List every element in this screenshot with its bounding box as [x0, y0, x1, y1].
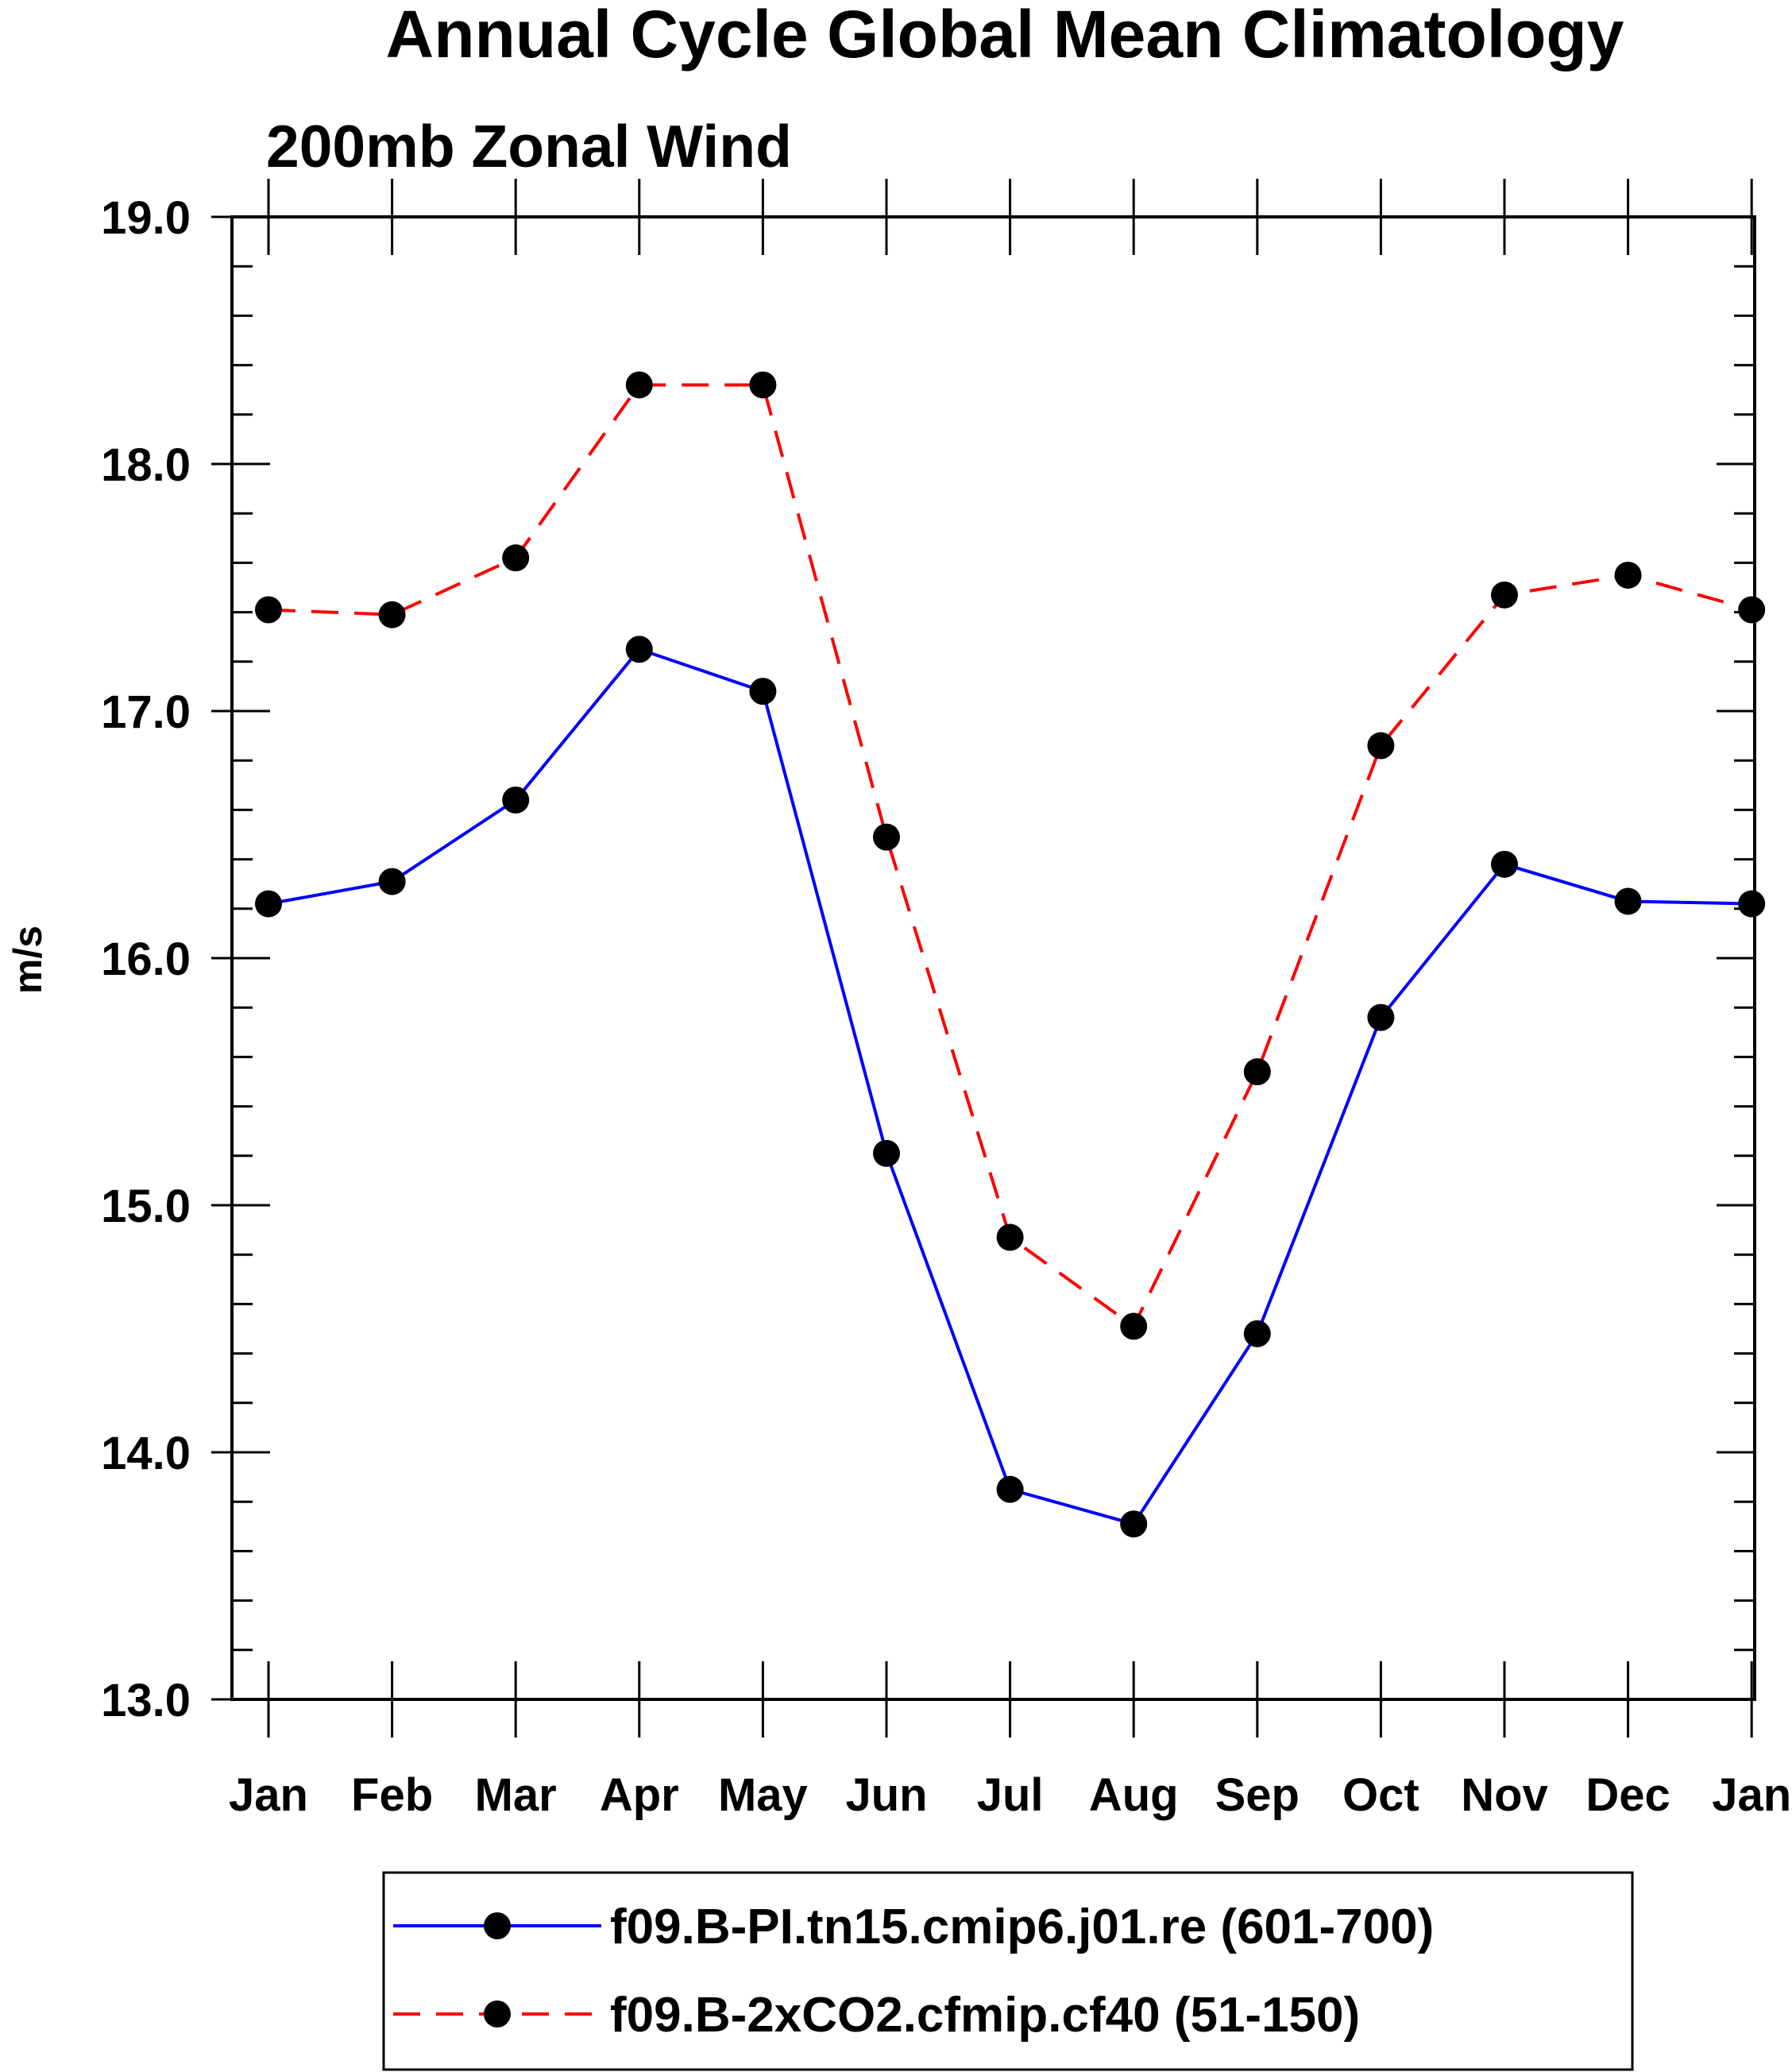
- x-tick-label: Jan: [229, 1769, 308, 1821]
- series-2-point: [1491, 581, 1518, 609]
- x-tick-label: Jan: [1712, 1769, 1791, 1821]
- series-2-point: [502, 544, 530, 572]
- legend-box: [382, 1871, 1634, 2071]
- series-2-point: [1243, 1058, 1271, 1086]
- series-1-point: [996, 1475, 1024, 1503]
- series-1-point: [1491, 850, 1518, 878]
- series-1-point: [1243, 1320, 1271, 1347]
- y-axis-label: m/s: [6, 926, 50, 994]
- y-tick-label: 14.0: [101, 1428, 191, 1479]
- series-2-point: [378, 601, 406, 628]
- legend-label-series-2: f09.B-2xCO2.cfmip.cf40 (51-150): [610, 1988, 1360, 2043]
- series-2-point: [1738, 596, 1766, 624]
- series-1-point: [378, 868, 406, 895]
- y-tick-label: 15.0: [101, 1181, 191, 1232]
- series-1-point: [1614, 887, 1642, 915]
- series-1-line: [268, 648, 1752, 1526]
- plot-frame: [230, 215, 1756, 1701]
- chart-subtitle: 200mb Zonal Wind: [266, 113, 792, 180]
- legend-label-series-1: f09.B-PI.tn15.cmip6.j01.re (601-700): [610, 1900, 1434, 1954]
- series-2-point: [749, 371, 777, 399]
- x-tick-label: Sep: [1215, 1769, 1300, 1821]
- y-tick-label: 19.0: [101, 192, 191, 244]
- series-1-point: [1738, 890, 1766, 918]
- x-tick-label: Jun: [845, 1769, 927, 1821]
- chart-title: Annual Cycle Global Mean Climatology: [386, 0, 1624, 72]
- x-tick-labels: Jan Feb Mar Apr May Jun Jul Aug Sep Oct Nov Dec Jan: [229, 1769, 1791, 1821]
- x-tick-label: Aug: [1089, 1769, 1179, 1821]
- series-1-point: [873, 1139, 900, 1167]
- series-1-point: [502, 786, 530, 814]
- x-tick-label: Dec: [1585, 1769, 1670, 1821]
- x-tick-label: Nov: [1461, 1769, 1548, 1821]
- x-tick-label: Feb: [351, 1769, 433, 1821]
- series-1-point: [1120, 1510, 1148, 1538]
- legend-marker-series-2: [484, 2000, 511, 2028]
- series-2-point: [1120, 1312, 1148, 1340]
- y-tick-label: 13.0: [101, 1675, 191, 1726]
- x-tick-label: Jul: [977, 1769, 1044, 1821]
- series-2-point: [1614, 561, 1642, 589]
- series-2-point: [255, 596, 282, 624]
- series-2-line: [268, 383, 1752, 1328]
- series-2-point: [625, 371, 653, 399]
- series-layer: [255, 371, 1766, 1538]
- legend: f09.B-PI.tn15.cmip6.j01.re (601-700) f09…: [382, 1871, 1634, 2071]
- series-1-point: [255, 890, 282, 918]
- series-2-point: [996, 1223, 1024, 1251]
- legend-marker-series-1: [484, 1912, 511, 1939]
- x-tick-label: Mar: [475, 1769, 557, 1821]
- x-tick-label: Apr: [600, 1769, 679, 1821]
- x-tick-label: Oct: [1342, 1769, 1419, 1821]
- series-1-point: [1367, 1003, 1395, 1031]
- y-tick-label: 17.0: [101, 686, 191, 738]
- series-1-point: [625, 636, 653, 663]
- y-tick-label: 18.0: [101, 439, 191, 491]
- y-tick-label: 16.0: [101, 934, 191, 985]
- series-2-point: [873, 823, 900, 851]
- series-1-point: [749, 678, 777, 705]
- series-2-point: [1367, 732, 1395, 760]
- x-tick-label: May: [718, 1769, 808, 1821]
- y-tick-labels: 19.0 18.0 17.0 16.0 15.0 14.0 13.0: [101, 192, 191, 1726]
- axis-ticks: [211, 179, 1755, 1738]
